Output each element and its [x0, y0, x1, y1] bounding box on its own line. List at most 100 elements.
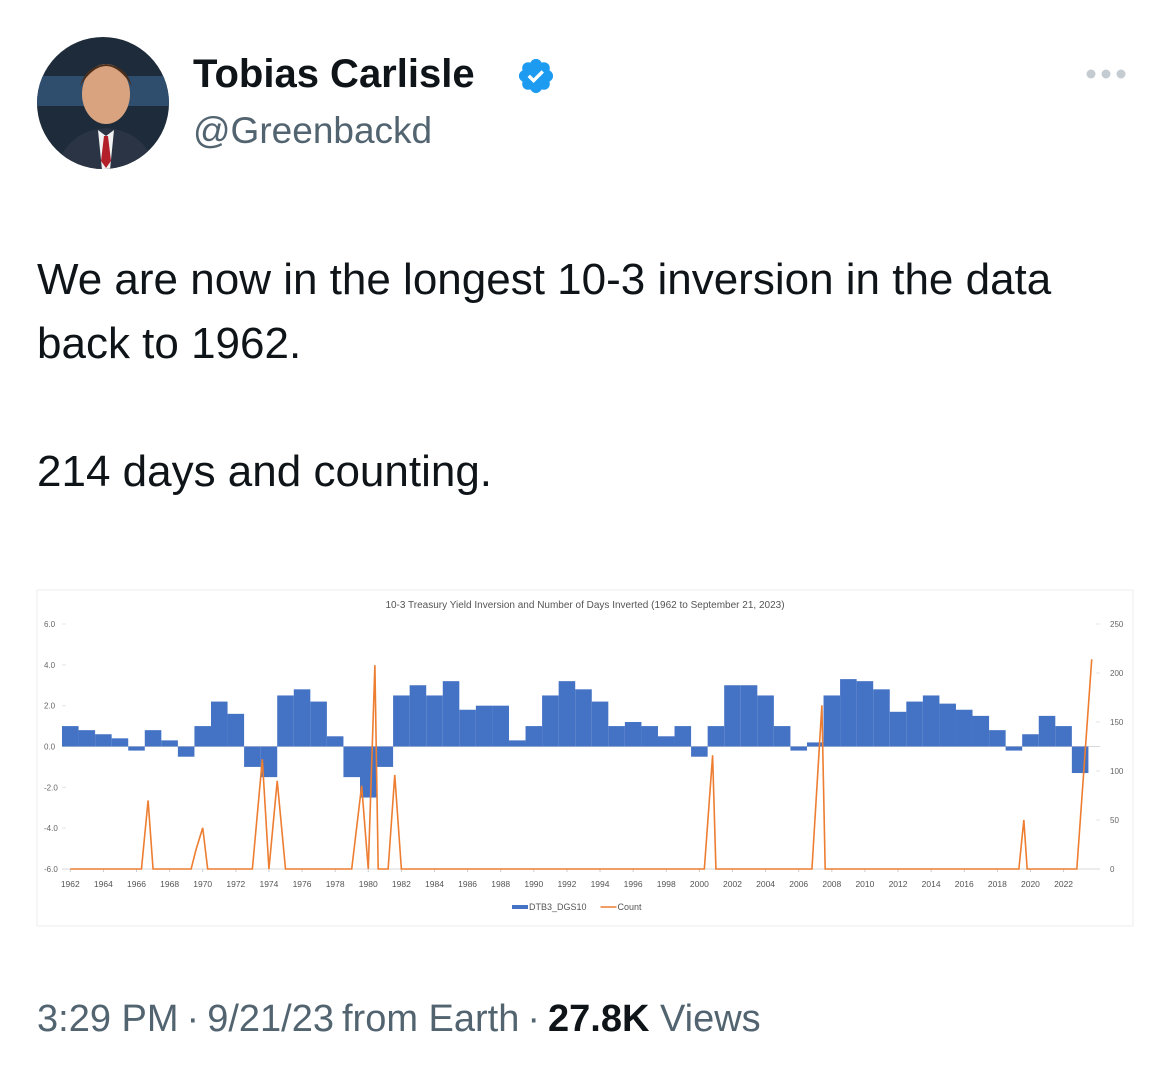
bar [939, 703, 956, 747]
x-tick-label: 1970 [193, 879, 212, 889]
bar [393, 695, 410, 747]
bar [194, 726, 211, 747]
bar [707, 726, 725, 747]
views-label: Views [660, 998, 761, 1040]
legend-label: DTB3_DGS10 [529, 902, 587, 912]
bar [989, 730, 1006, 747]
bar [624, 722, 642, 747]
x-tick-label: 1990 [524, 879, 543, 889]
x-tick-label: 1972 [226, 879, 245, 889]
bar [409, 685, 427, 747]
date: 9/21/23 [207, 998, 334, 1040]
bar [608, 726, 625, 747]
bar [674, 726, 692, 747]
bar [128, 746, 145, 751]
bar [542, 695, 559, 747]
bar [757, 695, 774, 747]
author-name[interactable]: Tobias Carlisle [193, 52, 475, 96]
bar [1022, 734, 1039, 747]
x-tick-label: 2010 [855, 879, 874, 889]
bar [260, 746, 278, 778]
x-tick-label: 1976 [293, 879, 312, 889]
time: 3:29 PM [37, 998, 179, 1040]
bar [641, 726, 658, 747]
x-tick-label: 1992 [557, 879, 576, 889]
bar [161, 740, 178, 747]
y2-tick-label: 100 [1110, 767, 1124, 776]
chart-frame [36, 589, 1134, 927]
bar [1071, 746, 1089, 774]
x-tick-label: 1962 [61, 879, 80, 889]
x-tick-label: 2012 [889, 879, 908, 889]
bar [525, 726, 543, 747]
bar [558, 681, 576, 747]
bar [310, 701, 327, 747]
y2-tick-label: 0 [1110, 865, 1115, 874]
x-tick-label: 2016 [955, 879, 974, 889]
bar [62, 726, 79, 747]
bar [1038, 715, 1056, 747]
avatar[interactable] [36, 36, 170, 170]
bar [806, 742, 824, 747]
bar [210, 701, 228, 747]
legend-swatch [512, 905, 528, 909]
y2-tick-label: 200 [1110, 669, 1124, 678]
bar [244, 746, 261, 767]
bar [773, 726, 791, 747]
bar [591, 701, 609, 747]
bar [856, 681, 874, 747]
x-tick-label: 1984 [425, 879, 444, 889]
x-tick-label: 1998 [657, 879, 676, 889]
bar [95, 734, 112, 747]
x-tick-label: 1994 [591, 879, 610, 889]
x-tick-label: 2006 [789, 879, 808, 889]
tweet-text: We are now in the longest 10-3 inversion… [37, 248, 1137, 568]
verified-badge [518, 58, 554, 94]
y2-tick-label: 50 [1110, 816, 1119, 825]
x-tick-label: 2018 [988, 879, 1007, 889]
x-tick-label: 1978 [326, 879, 345, 889]
x-tick-label: 1986 [458, 879, 477, 889]
y2-tick-label: 250 [1110, 620, 1124, 629]
bar [293, 689, 311, 747]
bar [657, 736, 675, 747]
bar [906, 701, 923, 747]
bar [790, 746, 807, 751]
y-tick-label: -2.0 [44, 783, 58, 792]
y-tick-label: 4.0 [44, 661, 56, 670]
x-tick-label: 2004 [756, 879, 775, 889]
bar [724, 685, 741, 747]
bar [277, 695, 294, 747]
x-tick-label: 2020 [1021, 879, 1040, 889]
x-tick-label: 2002 [723, 879, 742, 889]
bar [823, 695, 841, 747]
bar [889, 711, 907, 747]
bar [442, 681, 460, 747]
y-tick-label: -4.0 [44, 824, 58, 833]
separator: · [527, 998, 541, 1040]
bar [508, 740, 526, 747]
more-menu[interactable] [1083, 66, 1129, 82]
x-tick-label: 2022 [1054, 879, 1073, 889]
bar [177, 746, 195, 757]
bar [459, 709, 476, 747]
bar [955, 709, 973, 747]
x-tick-label: 1996 [624, 879, 643, 889]
bar [144, 730, 162, 747]
bar [376, 746, 394, 767]
bar [78, 730, 96, 747]
bar [840, 679, 857, 747]
bar [575, 689, 592, 747]
chart-title: 10-3 Treasury Yield Inversion and Number… [385, 600, 784, 611]
x-tick-label: 2014 [922, 879, 941, 889]
author-handle[interactable]: @Greenbackd [193, 110, 433, 151]
views-count: 27.8K [548, 998, 650, 1040]
x-tick-label: 1982 [392, 879, 411, 889]
y2-tick-label: 150 [1110, 718, 1124, 727]
x-tick-label: 1966 [127, 879, 146, 889]
bar [1005, 746, 1023, 751]
bar [492, 705, 509, 747]
y-tick-label: -6.0 [44, 865, 58, 874]
source: from Earth [341, 998, 520, 1040]
